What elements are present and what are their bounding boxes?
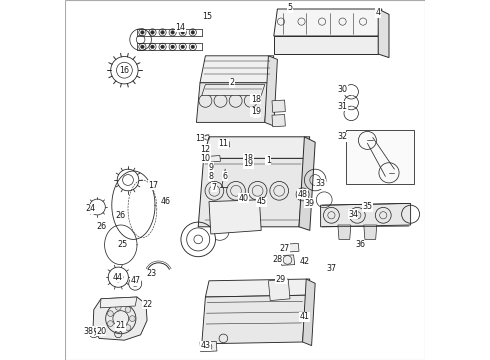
- Text: 46: 46: [161, 197, 171, 206]
- Text: 32: 32: [337, 132, 347, 141]
- Text: 24: 24: [85, 204, 95, 213]
- Text: 42: 42: [299, 256, 310, 266]
- Polygon shape: [274, 36, 378, 54]
- Circle shape: [129, 316, 135, 321]
- Text: 20: 20: [96, 327, 106, 336]
- Circle shape: [125, 307, 131, 312]
- Circle shape: [141, 45, 144, 49]
- Circle shape: [115, 305, 121, 310]
- Polygon shape: [220, 141, 229, 148]
- Circle shape: [191, 45, 195, 49]
- Text: 26: 26: [116, 211, 126, 220]
- Circle shape: [141, 31, 144, 34]
- Text: 33: 33: [316, 179, 325, 188]
- Text: 17: 17: [148, 181, 158, 190]
- Text: 26: 26: [96, 222, 106, 231]
- Text: 18: 18: [244, 154, 254, 163]
- Polygon shape: [205, 279, 310, 297]
- Polygon shape: [272, 100, 285, 112]
- Text: 14: 14: [175, 22, 185, 31]
- Text: 37: 37: [326, 264, 337, 273]
- Polygon shape: [202, 85, 265, 95]
- Polygon shape: [299, 137, 315, 230]
- Text: 22: 22: [143, 300, 153, 309]
- Polygon shape: [205, 156, 221, 162]
- Text: 35: 35: [362, 202, 372, 211]
- Text: 12: 12: [200, 145, 211, 154]
- Text: 39: 39: [305, 199, 315, 208]
- Text: 36: 36: [355, 240, 365, 249]
- Text: 44: 44: [112, 273, 122, 282]
- Text: 48: 48: [297, 190, 308, 199]
- Text: 27: 27: [279, 244, 290, 253]
- Circle shape: [151, 45, 154, 49]
- Polygon shape: [265, 56, 277, 126]
- Text: 16: 16: [120, 66, 129, 75]
- Text: 29: 29: [276, 274, 286, 284]
- Polygon shape: [198, 158, 304, 227]
- Text: 43: 43: [200, 341, 210, 350]
- Text: 15: 15: [202, 12, 212, 21]
- Polygon shape: [288, 243, 299, 252]
- Text: 9: 9: [208, 163, 213, 172]
- Circle shape: [161, 31, 164, 34]
- Polygon shape: [93, 297, 147, 340]
- Text: 31: 31: [337, 102, 347, 111]
- Circle shape: [151, 31, 154, 34]
- Text: 30: 30: [337, 85, 347, 94]
- Circle shape: [161, 45, 164, 49]
- Text: 19: 19: [251, 107, 261, 116]
- Polygon shape: [338, 225, 351, 239]
- Text: 7: 7: [212, 183, 217, 192]
- Polygon shape: [346, 130, 414, 184]
- Circle shape: [125, 325, 131, 330]
- Circle shape: [181, 31, 185, 34]
- Text: 10: 10: [200, 154, 210, 163]
- Circle shape: [107, 321, 113, 327]
- Polygon shape: [196, 83, 269, 122]
- Text: 3: 3: [253, 109, 258, 118]
- Text: 21: 21: [116, 321, 126, 330]
- Polygon shape: [274, 9, 382, 36]
- Polygon shape: [204, 137, 310, 158]
- Text: 34: 34: [348, 210, 358, 219]
- Text: 28: 28: [272, 255, 282, 264]
- Polygon shape: [272, 114, 285, 127]
- Text: 47: 47: [130, 276, 140, 285]
- Polygon shape: [378, 9, 389, 58]
- Text: 41: 41: [299, 312, 309, 321]
- Circle shape: [107, 311, 113, 316]
- Text: 6: 6: [222, 172, 228, 181]
- Text: 8: 8: [208, 172, 213, 181]
- Polygon shape: [200, 56, 274, 83]
- Text: 2: 2: [230, 78, 235, 87]
- Text: 18: 18: [251, 94, 261, 104]
- Polygon shape: [281, 255, 294, 265]
- Text: 40: 40: [238, 194, 248, 202]
- Polygon shape: [303, 279, 315, 346]
- Text: 4: 4: [376, 8, 381, 17]
- Text: 11: 11: [219, 139, 228, 148]
- Text: 19: 19: [244, 159, 254, 168]
- Text: 45: 45: [256, 197, 266, 206]
- Text: 5: 5: [288, 3, 293, 12]
- Polygon shape: [202, 295, 306, 344]
- Polygon shape: [269, 279, 290, 301]
- Polygon shape: [209, 200, 261, 234]
- Circle shape: [171, 45, 174, 49]
- Polygon shape: [100, 297, 137, 308]
- Circle shape: [115, 327, 121, 333]
- Polygon shape: [320, 203, 411, 227]
- Text: 38: 38: [83, 327, 94, 336]
- Circle shape: [191, 31, 195, 34]
- Polygon shape: [364, 225, 377, 239]
- Polygon shape: [200, 341, 217, 352]
- Text: 23: 23: [147, 269, 156, 278]
- Text: 13: 13: [195, 134, 205, 143]
- Text: 25: 25: [118, 240, 128, 249]
- Circle shape: [181, 45, 185, 49]
- Circle shape: [171, 31, 174, 34]
- Text: 1: 1: [266, 156, 271, 165]
